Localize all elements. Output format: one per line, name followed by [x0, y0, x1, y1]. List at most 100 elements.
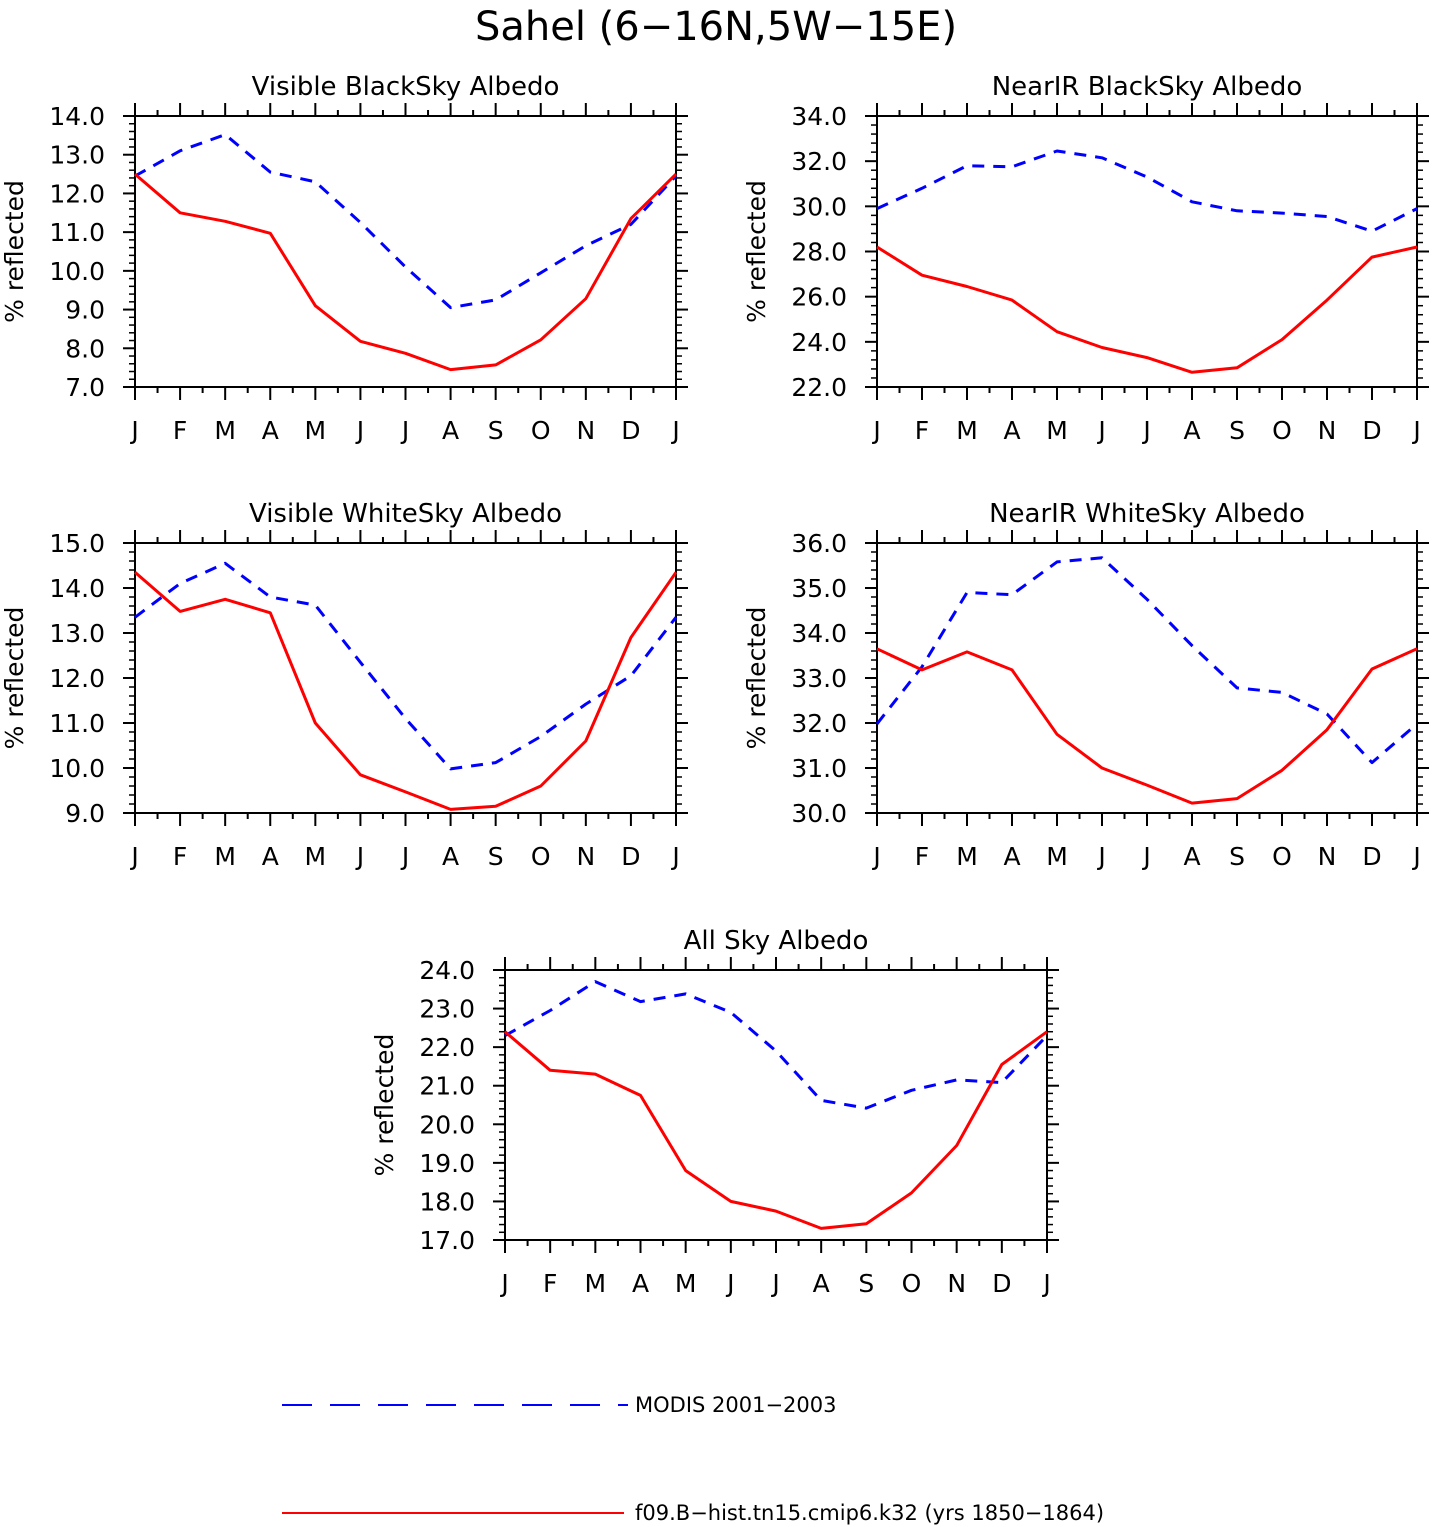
- x-tick-label: S: [488, 416, 504, 445]
- y-tick-label: 32.0: [791, 709, 847, 738]
- x-tick-label: M: [956, 842, 978, 871]
- series-line-model: [876, 245, 1418, 374]
- y-tick-label: 14.0: [49, 574, 105, 603]
- x-tick-label: J: [1411, 842, 1420, 871]
- panel-1: J F M A M J J A S O N D J7.08.09.010.011.012.013.014…: [0, 72, 688, 445]
- x-tick-label: A: [632, 1269, 649, 1298]
- x-tick-label: M: [585, 1269, 607, 1298]
- y-tick-label: 30.0: [791, 799, 847, 828]
- y-axis-label: % reflected: [370, 1034, 399, 1177]
- x-tick-label: F: [173, 842, 187, 871]
- x-tick-label: J: [1141, 416, 1150, 445]
- x-tick-label: A: [262, 416, 279, 445]
- y-tick-label: 24.0: [791, 328, 847, 357]
- plot-frame: [134, 115, 677, 388]
- y-tick-label: 34.0: [791, 619, 847, 648]
- series-line-model: [134, 172, 678, 372]
- x-tick-label: S: [1229, 416, 1245, 445]
- x-tick-label: J: [400, 842, 409, 871]
- y-tick-label: 23.0: [419, 995, 475, 1024]
- y-axis-label: % reflected: [0, 607, 29, 750]
- y-tick-label: 9.0: [65, 799, 105, 828]
- x-tick-label: S: [488, 842, 504, 871]
- x-tick-label: J: [770, 1269, 779, 1298]
- x-tick-label: M: [956, 416, 978, 445]
- x-tick-label: O: [902, 1269, 922, 1298]
- x-tick-label: D: [621, 416, 640, 445]
- x-tick-label: J: [400, 416, 409, 445]
- x-tick-label: D: [992, 1269, 1011, 1298]
- y-tick-label: 12.0: [49, 179, 105, 208]
- x-tick-label: D: [621, 842, 640, 871]
- y-tick-label: 22.0: [791, 373, 847, 402]
- x-tick-label: A: [1183, 416, 1200, 445]
- y-tick-label: 34.0: [791, 102, 847, 131]
- series-line-model: [134, 571, 678, 811]
- series-line-modis: [875, 556, 1418, 765]
- x-tick-label: J: [355, 416, 364, 445]
- x-tick-label: M: [1046, 842, 1068, 871]
- x-tick-label: O: [531, 416, 551, 445]
- y-tick-label: 13.0: [49, 141, 105, 170]
- x-tick-label: D: [1362, 842, 1381, 871]
- x-tick-label: J: [1411, 416, 1420, 445]
- series-line-modis: [504, 980, 1049, 1110]
- panel-3: J F M A M J J A S O N D J9.010.011.012.013.014.015.0…: [0, 499, 688, 871]
- y-tick-label: 12.0: [49, 664, 105, 693]
- x-tick-label: O: [1272, 416, 1292, 445]
- y-tick-label: 18.0: [419, 1187, 475, 1216]
- x-tick-label: J: [1041, 1269, 1050, 1298]
- panel-5: J F M A M J J A S O N D J17.018.019.020.021.022.023.…: [370, 926, 1059, 1298]
- panel-title: Visible BlackSky Albedo: [252, 72, 560, 102]
- panel-4: J F M A M J J A S O N D J30.031.032.033.034.035.036.…: [742, 499, 1429, 871]
- panels: J F M A M J J A S O N D J7.08.09.010.011.012.013.014…: [0, 72, 1429, 1298]
- y-tick-label: 8.0: [65, 334, 105, 363]
- x-tick-label: J: [1096, 416, 1105, 445]
- y-tick-label: 21.0: [419, 1072, 475, 1101]
- x-tick-label: A: [262, 842, 279, 871]
- legend-label-model: f09.B−hist.tn15.cmip6.k32 (yrs 1850−1864…: [635, 1501, 1104, 1525]
- panel-title: Visible WhiteSky Albedo: [249, 499, 562, 529]
- series-line-model: [504, 1030, 1048, 1230]
- panel-title: All Sky Albedo: [684, 926, 869, 956]
- x-tick-label: M: [305, 416, 327, 445]
- y-tick-label: 20.0: [419, 1110, 475, 1139]
- x-tick-label: A: [442, 416, 459, 445]
- series-line-modis: [876, 149, 1418, 233]
- y-tick-label: 15.0: [49, 529, 105, 558]
- x-tick-label: N: [576, 842, 595, 871]
- y-tick-label: 26.0: [791, 283, 847, 312]
- y-tick-label: 10.0: [49, 257, 105, 286]
- x-tick-label: M: [1046, 416, 1068, 445]
- x-tick-label: A: [1183, 842, 1200, 871]
- x-tick-label: M: [305, 842, 327, 871]
- y-tick-label: 30.0: [791, 192, 847, 221]
- panel-title: NearIR WhiteSky Albedo: [989, 499, 1305, 529]
- x-tick-label: J: [725, 1269, 734, 1298]
- x-tick-label: M: [214, 416, 236, 445]
- x-tick-label: A: [1003, 416, 1020, 445]
- x-tick-label: A: [813, 1269, 830, 1298]
- x-tick-label: J: [670, 842, 679, 871]
- x-tick-label: J: [129, 416, 138, 445]
- x-tick-label: S: [1229, 842, 1245, 871]
- x-tick-label: J: [129, 842, 138, 871]
- x-tick-label: J: [670, 416, 679, 445]
- y-tick-label: 9.0: [65, 296, 105, 325]
- x-tick-label: N: [1318, 416, 1337, 445]
- y-tick-label: 36.0: [791, 529, 847, 558]
- x-tick-label: A: [1003, 842, 1020, 871]
- legend: MODIS 2001−2003 f09.B−hist.tn15.cmip6.k3…: [282, 1393, 1104, 1525]
- y-tick-label: 24.0: [419, 956, 475, 985]
- x-tick-label: M: [214, 842, 236, 871]
- y-tick-label: 31.0: [791, 754, 847, 783]
- y-tick-label: 35.0: [791, 574, 847, 603]
- x-tick-label: O: [531, 842, 551, 871]
- x-tick-label: D: [1362, 416, 1381, 445]
- y-tick-label: 11.0: [49, 218, 105, 247]
- x-tick-label: J: [871, 416, 880, 445]
- y-tick-label: 32.0: [791, 147, 847, 176]
- panel-2: J F M A M J J A S O N D J22.024.026.028.030.032.034.…: [742, 72, 1429, 445]
- y-axis-label: % reflected: [742, 607, 771, 750]
- x-tick-label: S: [858, 1269, 874, 1298]
